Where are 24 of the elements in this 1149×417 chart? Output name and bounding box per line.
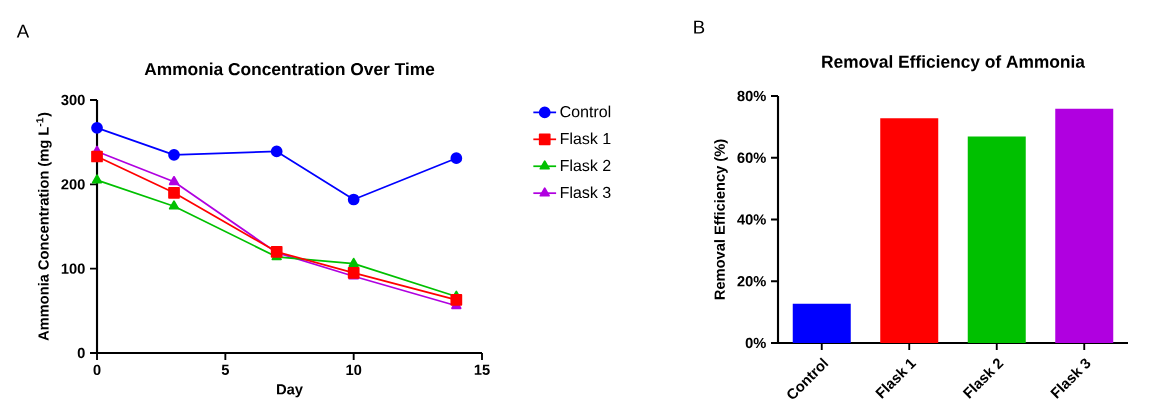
y-tick-label: 20% bbox=[737, 276, 766, 287]
x-tick-label: 0 bbox=[93, 364, 101, 376]
legend-label: Flask 2 bbox=[560, 159, 611, 172]
text: B bbox=[694, 20, 705, 34]
y-axis-title: Removal Efficiency (%) bbox=[714, 139, 728, 300]
y-tick-label: 40% bbox=[737, 214, 766, 225]
y-tick-label: 80% bbox=[737, 90, 766, 102]
x-tick-label: 5 bbox=[221, 364, 230, 375]
legend-label: Flask 3 bbox=[560, 186, 611, 199]
y-tick-label: 60% bbox=[737, 152, 766, 163]
chart-title: Ammonia Concentration Over Time bbox=[144, 62, 435, 76]
x-tick-label: 15 bbox=[474, 364, 490, 375]
y-tick-label: 100 bbox=[61, 263, 85, 274]
y-tick-label: 0 bbox=[77, 347, 85, 359]
y-tick-label: 300 bbox=[61, 94, 85, 106]
legend-label: Control bbox=[560, 105, 611, 118]
y-tick-label: 200 bbox=[61, 179, 85, 190]
y-axis-title: Ammonia Concentration (mg L$^{-1}$) bbox=[36, 112, 52, 341]
x-tick-label: 10 bbox=[346, 364, 362, 376]
y-tick-label: 0% bbox=[745, 337, 766, 349]
chart-title: Removal Efficiency of Ammonia bbox=[822, 55, 1086, 72]
legend-label: Flask 1 bbox=[560, 132, 611, 145]
text: A bbox=[16, 24, 30, 38]
x-axis-title: Day bbox=[277, 384, 303, 398]
